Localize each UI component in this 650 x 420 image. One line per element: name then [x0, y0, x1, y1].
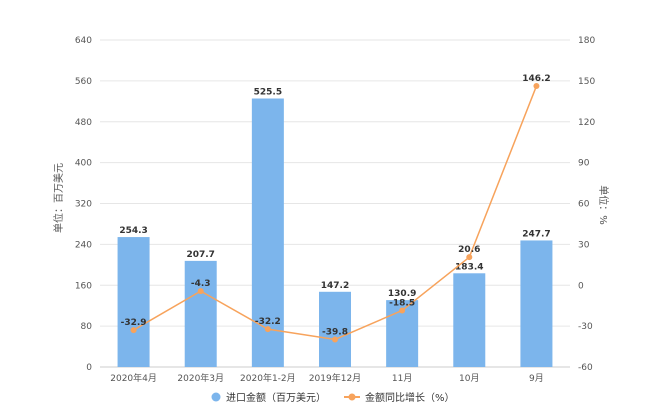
growth-point-label: -18.5 — [389, 298, 415, 308]
bar-value-label: 183.4 — [455, 262, 483, 272]
left-axis-ticks: 0 80 160 240 320 400 480 560 640 — [75, 36, 92, 373]
bar-value-label: 207.7 — [186, 250, 214, 260]
growth-point-label: 20.6 — [458, 245, 480, 255]
bars — [117, 98, 553, 367]
left-tick-label: 320 — [75, 200, 92, 210]
left-tick-label: 160 — [75, 281, 92, 291]
bar-labels: 254.3 207.7 525.5 147.2 130.9 183.4 247.7 — [119, 88, 550, 300]
x-axis-ticks: 2020年4月 2020年3月 2020年1-2月 2019年12月 11月 10月 9月 — [110, 372, 544, 384]
left-tick-label: 240 — [75, 240, 92, 250]
left-tick-label: 640 — [75, 36, 92, 46]
bar-value-label: 247.7 — [522, 229, 550, 239]
x-tick-label: 9月 — [529, 373, 544, 384]
right-tick-label: 60 — [578, 200, 590, 210]
growth-point — [130, 327, 137, 334]
growth-line-series — [130, 83, 540, 343]
left-tick-label: 0 — [86, 363, 92, 373]
bar — [453, 273, 486, 367]
growth-point — [466, 254, 473, 261]
growth-point — [197, 288, 204, 295]
growth-point-label: -32.2 — [255, 317, 281, 327]
legend-line-dot — [348, 393, 356, 401]
x-tick-label: 2020年3月 — [177, 372, 224, 384]
right-tick-label: -30 — [578, 322, 593, 332]
x-tick-label: 11月 — [392, 373, 412, 384]
legend-bar-marker — [211, 392, 221, 402]
growth-point — [332, 336, 338, 343]
growth-point — [399, 307, 406, 314]
growth-point-label: -39.8 — [322, 327, 348, 337]
bar-value-label: 525.5 — [254, 88, 282, 98]
bar — [520, 240, 553, 367]
left-tick-label: 480 — [75, 118, 92, 128]
gridlines — [100, 39, 570, 368]
bar — [319, 291, 351, 367]
right-axis-ticks: -60 -30 0 30 60 90 120 150 180 — [578, 36, 595, 373]
right-tick-label: 0 — [578, 281, 584, 291]
right-axis-title: 单位：% — [597, 185, 610, 225]
bar — [117, 237, 150, 367]
right-tick-label: 30 — [578, 240, 590, 250]
bar — [184, 260, 217, 367]
legend-line-label[interactable]: 金额同比增长（%） — [365, 391, 455, 404]
left-tick-label: 80 — [81, 322, 93, 332]
right-tick-label: -60 — [578, 363, 593, 373]
right-tick-label: 150 — [578, 77, 595, 87]
legend: 进口金额（百万美元） 金额同比增长（%） — [211, 391, 455, 404]
growth-point-labels: -32.9 -4.3 -32.2 -39.8 -18.5 20.6 146.2 — [121, 74, 551, 337]
right-tick-label: 90 — [578, 159, 590, 169]
bar-value-label: 254.3 — [119, 226, 147, 236]
growth-point-label: 146.2 — [522, 74, 550, 84]
growth-point-label: -32.9 — [121, 318, 147, 328]
left-tick-label: 560 — [75, 77, 92, 87]
growth-point — [533, 83, 540, 90]
right-tick-label: 120 — [578, 118, 595, 128]
x-tick-label: 10月 — [459, 373, 479, 384]
x-tick-label: 2020年1-2月 — [240, 372, 296, 384]
left-tick-label: 400 — [75, 159, 92, 169]
left-axis-title: 单位：百万美元 — [52, 163, 65, 233]
x-tick-label: 2020年4月 — [110, 372, 157, 384]
growth-point-label: -4.3 — [191, 279, 211, 289]
growth-point — [264, 326, 271, 333]
x-tick-label: 2019年12月 — [309, 372, 361, 384]
bar-value-label: 147.2 — [321, 281, 349, 291]
legend-bar-label[interactable]: 进口金额（百万美元） — [226, 391, 326, 404]
right-tick-label: 180 — [578, 36, 595, 46]
bar-value-label: 130.9 — [388, 289, 416, 299]
